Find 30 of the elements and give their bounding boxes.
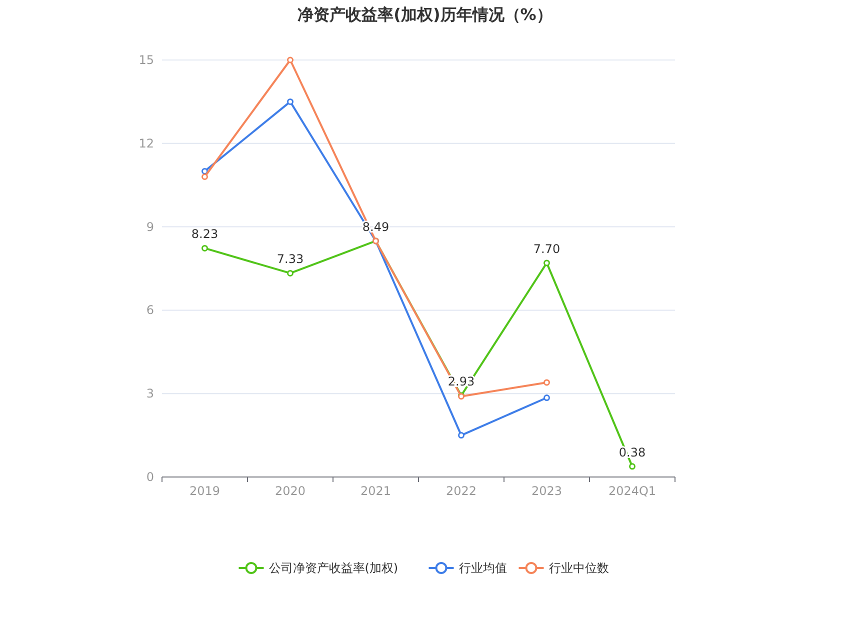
point (202, 168, 208, 174)
point (202, 174, 208, 180)
x-tick-label: 2024Q1 (608, 484, 656, 498)
y-tick-label: 3 (146, 386, 154, 401)
x-tick-label: 2022 (446, 484, 477, 498)
y-tick-label: 12 (138, 136, 154, 150)
legend-label: 公司净资产收益率(加权) (268, 561, 398, 575)
x-tick-label: 2020 (274, 484, 306, 498)
point (629, 463, 636, 470)
point (544, 379, 550, 386)
point (287, 98, 294, 105)
point (287, 270, 294, 276)
point (544, 260, 550, 266)
y-tick-label: 0 (146, 470, 154, 484)
y-tick-label: 6 (146, 303, 154, 318)
x-tick-label: 2023 (531, 484, 562, 498)
x-tick-label: 2019 (189, 484, 220, 498)
legend-label: 行业均值 (458, 561, 507, 575)
y-tick-label: 9 (146, 220, 154, 234)
point (458, 432, 464, 439)
point (287, 56, 294, 64)
data-label: 7.70 (533, 242, 560, 256)
data-label: 7.33 (276, 252, 304, 266)
point (544, 394, 550, 402)
chart-title: 净资产收益率(加权)历年情况（%） (298, 5, 552, 24)
legend-label: 行业中位数 (548, 561, 609, 575)
x-tick-label: 2021 (360, 484, 392, 498)
y-tick-label: 15 (138, 53, 154, 67)
data-label: 8.23 (191, 227, 218, 242)
point (202, 244, 208, 252)
